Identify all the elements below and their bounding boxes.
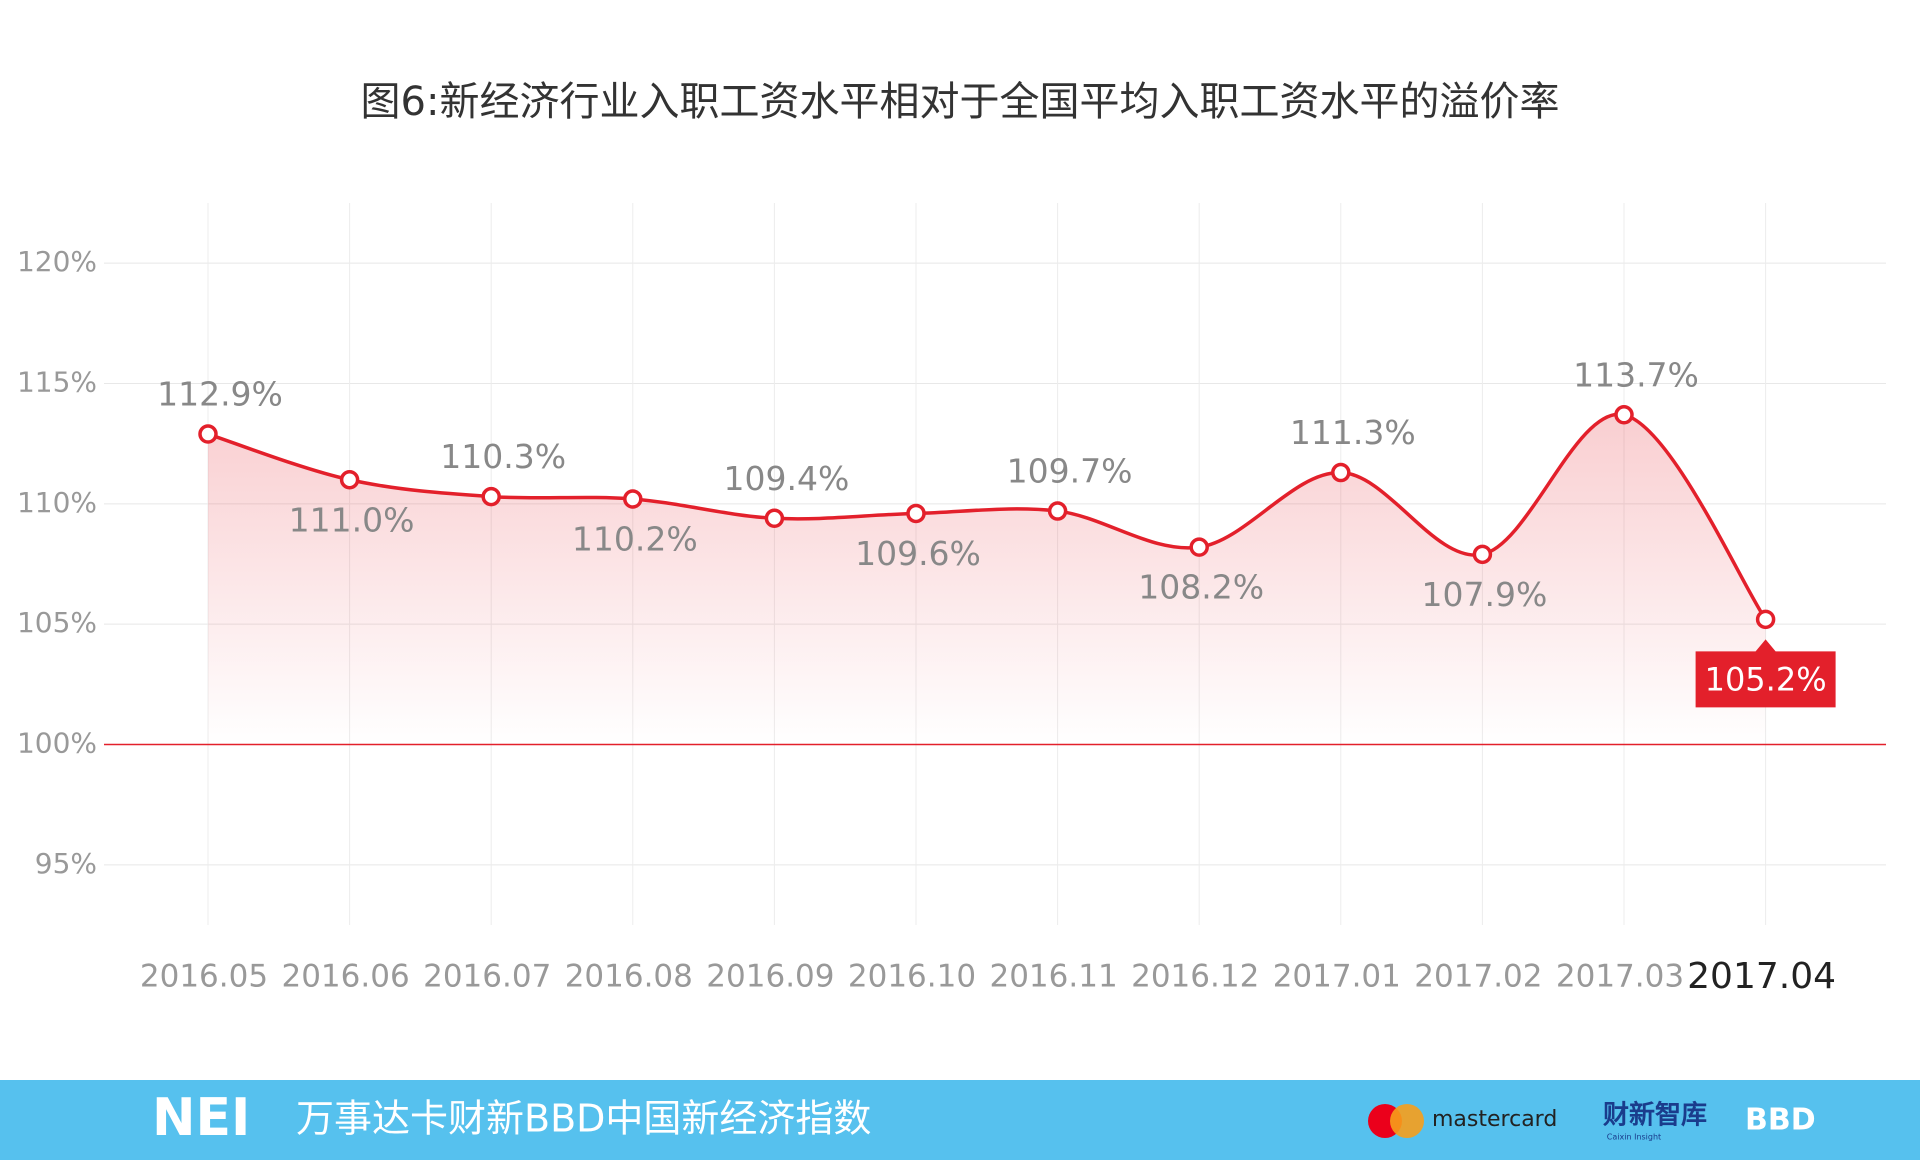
x-tick-label: 2016.10 — [848, 959, 976, 995]
brand: BBD — [1745, 1103, 1816, 1138]
y-tick-label: 105% — [17, 606, 97, 639]
point — [1472, 544, 1493, 565]
point — [1755, 609, 1776, 630]
point — [1331, 462, 1351, 483]
x-tick-label: 2016.07 — [423, 959, 551, 995]
x-tick-label: 2016.08 — [565, 959, 693, 995]
value-label: 111.0% — [289, 500, 415, 539]
x-tick-label: 2017.03 — [1556, 959, 1684, 995]
value-label: 112.9% — [157, 375, 283, 414]
footer-text: 万事达卡财新BBD中国新经济指数 — [296, 1097, 871, 1141]
brand: 财新智库 — [1603, 1100, 1707, 1131]
point — [481, 486, 501, 507]
x-tick-label: 2016.12 — [1131, 959, 1259, 995]
brand: Caixin Insight — [1607, 1133, 1661, 1142]
footer-band — [0, 1080, 1920, 1160]
point — [906, 503, 926, 524]
x-tick-label: 2016.11 — [989, 959, 1117, 995]
point — [1614, 405, 1634, 425]
label-box — [1695, 639, 1836, 708]
y-tick-label: 95% — [35, 847, 97, 880]
point — [764, 508, 785, 529]
footer-logo: NEI — [152, 1088, 250, 1148]
x-tick-label: 2017.04 — [1687, 956, 1836, 997]
brand: mastercard — [1432, 1107, 1557, 1132]
area-fill — [208, 414, 1766, 745]
point — [1047, 501, 1068, 521]
y-tick-label: 120% — [17, 245, 97, 278]
point — [339, 470, 360, 490]
mastercard-circle — [1390, 1104, 1424, 1138]
value-label: 110.2% — [572, 520, 698, 559]
x-tick-label: 2017.02 — [1414, 959, 1542, 995]
value-label: 108.2% — [1138, 568, 1264, 607]
value-label: 110.3% — [440, 437, 566, 476]
value-label: 111.3% — [1290, 413, 1416, 452]
value-label: 109.7% — [1007, 452, 1133, 491]
x-tick-label: 2016.09 — [706, 959, 834, 995]
x-tick-label: 2017.01 — [1273, 959, 1401, 995]
point — [198, 424, 218, 444]
value-label: 109.6% — [855, 534, 981, 573]
point — [623, 489, 643, 509]
value-label: 113.7% — [1573, 355, 1699, 394]
value-label: 109.4% — [723, 459, 849, 498]
chart-title: 图6:新经济行业入职工资水平相对于全国平均入职工资水平的溢价率 — [361, 79, 1560, 125]
x-tick-label: 2016.05 — [140, 959, 268, 995]
point — [1189, 537, 1209, 557]
y-tick-label: 110% — [17, 486, 97, 519]
y-tick-label: 100% — [17, 727, 97, 760]
value-label: 105.2% — [1705, 660, 1827, 698]
y-tick-label: 115% — [17, 366, 97, 399]
value-label: 107.9% — [1421, 575, 1547, 614]
x-tick-label: 2016.06 — [281, 959, 409, 995]
